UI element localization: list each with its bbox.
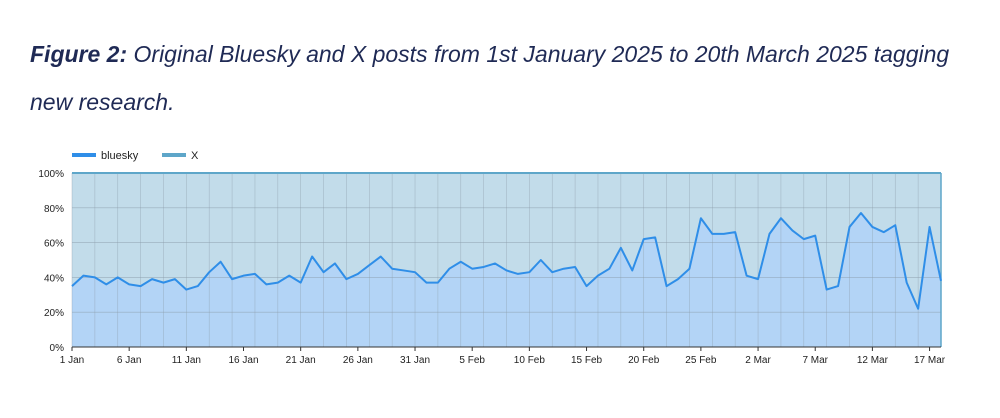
x-tick-label: 25 Feb xyxy=(685,355,717,366)
chart-container: bluesky X 0% 20% 40% 60% 80% 100% 1 Jan 6 Jan 11… xyxy=(0,140,1000,413)
legend-item-x-label: X xyxy=(191,150,199,162)
x-tick-label: 10 Feb xyxy=(514,355,546,366)
figure-caption-text: Original Bluesky and X posts from 1st Ja… xyxy=(30,41,950,115)
x-tick-label: 1 Jan xyxy=(60,355,84,366)
x-tick-label: 26 Jan xyxy=(343,355,373,366)
figure-label: Figure 2: xyxy=(30,41,128,67)
y-tick-label: 100% xyxy=(38,169,64,180)
x-tick-label: 31 Jan xyxy=(400,355,430,366)
bluesky-series-line xyxy=(71,212,942,310)
y-tick-label: 40% xyxy=(44,273,64,284)
x-tick-label: 20 Feb xyxy=(628,355,660,366)
y-tick-label: 0% xyxy=(50,343,65,354)
bluesky-x-share-chart: bluesky X 0% 20% 40% 60% 80% 100% 1 Jan 6 Jan 11… xyxy=(38,150,946,366)
x-tick-label: 2 Mar xyxy=(745,355,771,366)
legend-item-bluesky-label: bluesky xyxy=(101,150,139,162)
x-tick-label: 15 Feb xyxy=(571,355,603,366)
x-tick-label: 6 Jan xyxy=(117,355,141,366)
y-tick-label: 60% xyxy=(44,239,64,250)
figure-caption: Figure 2: Original Bluesky and X posts f… xyxy=(30,30,970,126)
x-tick-label: 17 Mar xyxy=(914,355,946,366)
x-tick-label: 7 Mar xyxy=(802,355,828,366)
x-tick-label: 12 Mar xyxy=(857,355,889,366)
x-axis: 1 Jan 6 Jan 11 Jan 16 Jan 21 Jan 26 Jan 31 Jan… xyxy=(60,347,946,366)
y-tick-label: 20% xyxy=(44,308,64,319)
x-tick-label: 5 Feb xyxy=(459,355,485,366)
y-axis: 0% 20% 40% 60% 80% 100% xyxy=(38,169,64,354)
x-tick-label: 16 Jan xyxy=(228,355,258,366)
legend: bluesky X xyxy=(72,150,199,162)
x-tick-label: 21 Jan xyxy=(286,355,316,366)
y-tick-label: 80% xyxy=(44,204,64,215)
plot-area xyxy=(71,172,942,348)
x-tick-label: 11 Jan xyxy=(172,355,201,366)
